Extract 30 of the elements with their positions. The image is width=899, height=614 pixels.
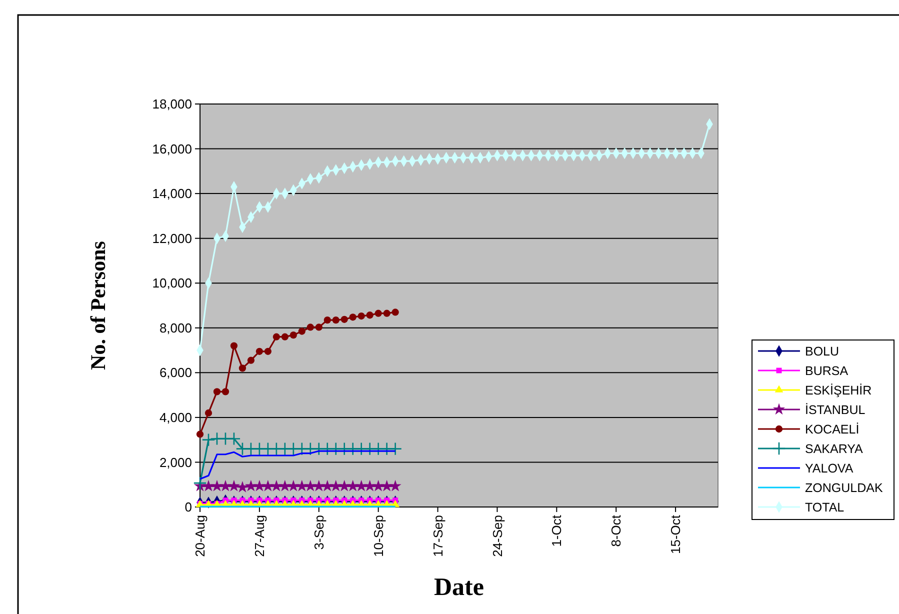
y-tick-label: 18,000 [152,96,192,112]
x-tick-label: 27-Aug [252,515,267,557]
x-tick-label: 1-Oct [549,514,564,547]
y-tick-label: 0 [184,500,192,515]
legend-label: SAKARYA [805,442,864,456]
x-axis-title: Date [434,574,484,601]
legend-label: BURSA [805,364,849,378]
x-tick-label: 10-Sep [370,515,386,557]
x-tick-label: 8-Oct [608,514,624,547]
legend-label: TOTAL [805,500,844,514]
y-tick-label: 10,000 [152,276,192,291]
legend-label: ZONGULDAK [805,480,884,495]
y-tick-label: 2,000 [159,454,192,470]
x-tick-label: 17-Sep [430,515,446,557]
y-tick-label: 8,000 [159,320,192,336]
legend-label: ESKİŞEHİR [805,383,872,398]
x-tick-label: 15-Oct [668,514,684,554]
legend-label: KOCAELİ [805,422,860,436]
legend-label: İSTANBUL [805,402,866,417]
x-tick-label: 3-Sep [311,515,326,550]
y-tick-label: 14,000 [152,186,192,202]
y-tick-label: 12,000 [152,230,192,246]
x-tick-label: 24-Sep [490,515,505,557]
y-axis-title: No. of Persons [86,241,110,370]
y-tick-label: 4,000 [159,410,192,425]
legend-label: YALOVA [805,461,854,476]
y-tick-label: 6,000 [159,365,192,380]
x-tick-label: 20-Aug [192,515,208,557]
legend-label: BOLU [805,344,840,358]
y-tick-label: 16,000 [152,141,192,156]
